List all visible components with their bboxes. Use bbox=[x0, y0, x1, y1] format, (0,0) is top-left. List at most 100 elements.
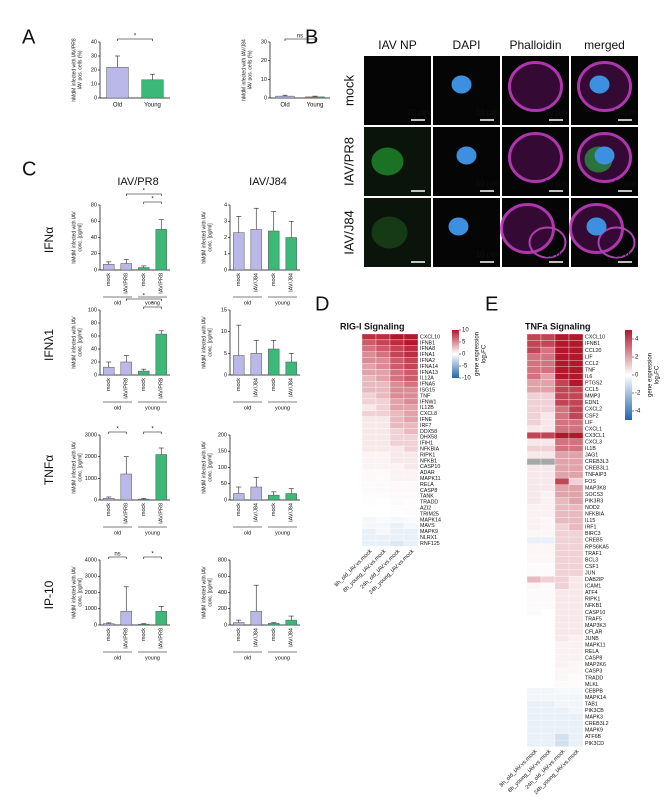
heatmap-cell bbox=[389, 404, 405, 411]
column-header: merged bbox=[584, 38, 625, 52]
group-label: old bbox=[244, 405, 251, 411]
nucleus bbox=[451, 75, 472, 94]
heatmap-cell bbox=[526, 360, 542, 367]
heatmap-cell bbox=[554, 399, 570, 407]
heatmap-cell bbox=[361, 510, 377, 518]
scale-label: 10 µm bbox=[614, 108, 637, 117]
heatmap-cell bbox=[375, 451, 391, 459]
heatmap-cell bbox=[375, 487, 391, 494]
heatmap-cell bbox=[540, 733, 556, 741]
heatmap-cell bbox=[540, 451, 556, 459]
gene-label: TRAF5 bbox=[585, 616, 602, 622]
heatmap-cell bbox=[375, 375, 391, 382]
heatmap-cell bbox=[389, 481, 405, 488]
heatmap-cell bbox=[526, 346, 542, 354]
heatmap-cell bbox=[361, 528, 377, 535]
heatmap-cell bbox=[361, 534, 377, 541]
heatmap-cell bbox=[361, 416, 377, 423]
heatmap-cell bbox=[554, 491, 570, 498]
significance-bracket bbox=[125, 193, 162, 196]
gene-label: RELA bbox=[585, 649, 599, 655]
heatmap-cell bbox=[526, 491, 542, 498]
micrograph: 10 µm bbox=[569, 198, 638, 267]
heatmap-cell bbox=[389, 463, 405, 470]
heatmap-cell bbox=[526, 595, 542, 603]
colorbar bbox=[452, 330, 459, 378]
heatmap-cell bbox=[554, 550, 570, 557]
heatmap-cell bbox=[568, 346, 584, 354]
y-tick-label: 400 bbox=[218, 590, 227, 596]
y-tick-label: 20 bbox=[91, 251, 97, 257]
heatmap-cell bbox=[389, 445, 405, 453]
heatmap-cell bbox=[375, 333, 391, 341]
gene-label: IFNA5 bbox=[420, 382, 435, 388]
heatmap-cell bbox=[568, 504, 584, 511]
heatmap-cell bbox=[568, 654, 584, 662]
heatmap-cell bbox=[568, 484, 584, 492]
heatmap-cell bbox=[568, 418, 584, 426]
x-tick-label: Old bbox=[280, 103, 289, 109]
heatmap-cell bbox=[568, 530, 584, 538]
gene-label: DDX58 bbox=[420, 429, 437, 435]
heatmap-cell bbox=[526, 543, 542, 551]
heatmap-cell bbox=[540, 602, 556, 610]
gene-label: JUNB bbox=[585, 636, 599, 642]
heatmap-cell bbox=[554, 484, 570, 492]
heatmap-cell bbox=[568, 700, 584, 708]
heatmap-cell bbox=[568, 477, 584, 485]
heatmap-cell bbox=[361, 369, 377, 376]
y-tick-label: 1000 bbox=[85, 476, 97, 482]
y-tick-label: 0 bbox=[224, 622, 227, 628]
heatmap-cell bbox=[403, 516, 419, 523]
gene-label: IRF1 bbox=[585, 525, 597, 531]
heatmap-cell bbox=[568, 608, 584, 616]
heatmap-cell bbox=[540, 366, 556, 374]
gene-label: CCL20 bbox=[585, 348, 602, 354]
heatmap-cell bbox=[568, 432, 584, 439]
significance-label: * bbox=[151, 197, 154, 203]
heatmap-cell bbox=[361, 445, 377, 453]
heatmap-cell bbox=[375, 369, 391, 376]
actin bbox=[597, 226, 636, 259]
y-tick-label: 40 bbox=[91, 39, 97, 45]
gene-label: MAPK9 bbox=[420, 529, 438, 535]
heatmap-cell bbox=[526, 418, 542, 426]
x-tick-label: IAV/PR8 bbox=[159, 503, 165, 524]
heatmap-cell bbox=[389, 469, 405, 476]
heatmap-cell bbox=[554, 536, 570, 544]
gene-label: MAPK14 bbox=[420, 517, 441, 523]
heatmap-cell bbox=[526, 739, 542, 747]
heatmap-cell bbox=[389, 363, 405, 370]
heatmap-cell bbox=[554, 648, 570, 656]
colorbar-tick-label: 2 bbox=[635, 355, 639, 361]
colorbar bbox=[625, 330, 632, 420]
scale-label: 10 µm bbox=[407, 179, 430, 188]
heatmap-cell bbox=[554, 438, 570, 446]
heatmap-cell bbox=[403, 339, 419, 346]
heatmap-cell bbox=[540, 386, 556, 394]
gene-label: DHX58 bbox=[420, 435, 437, 441]
x-tick-label: mock bbox=[236, 628, 242, 641]
heatmap-cell bbox=[389, 345, 405, 352]
gene-label: IFNA13 bbox=[420, 370, 438, 376]
y-tick-label: 0 bbox=[94, 372, 97, 378]
nucleus bbox=[456, 146, 477, 165]
gene-label: CXCL8 bbox=[420, 411, 437, 417]
scale-label: 10 µm bbox=[407, 250, 430, 259]
heatmap-cell bbox=[554, 635, 570, 642]
heatmap-cell bbox=[568, 667, 584, 675]
y-tick-label: 50 bbox=[221, 481, 227, 487]
micrograph-bg bbox=[433, 198, 500, 267]
heatmap-cell bbox=[389, 386, 405, 394]
heatmap-cell bbox=[554, 687, 570, 695]
y-tick-label: 4000 bbox=[85, 557, 97, 563]
bar bbox=[155, 610, 167, 626]
x-tick-label: mock bbox=[271, 628, 277, 641]
heatmap-cell bbox=[540, 471, 556, 479]
micrograph: 10 µm bbox=[433, 198, 500, 267]
y-tick-label: 1000 bbox=[85, 606, 97, 612]
heatmap-cell bbox=[568, 491, 584, 498]
heatmap-cell bbox=[361, 333, 377, 341]
heatmap-cell bbox=[568, 681, 584, 688]
gene-label: MAPK3 bbox=[585, 715, 603, 721]
